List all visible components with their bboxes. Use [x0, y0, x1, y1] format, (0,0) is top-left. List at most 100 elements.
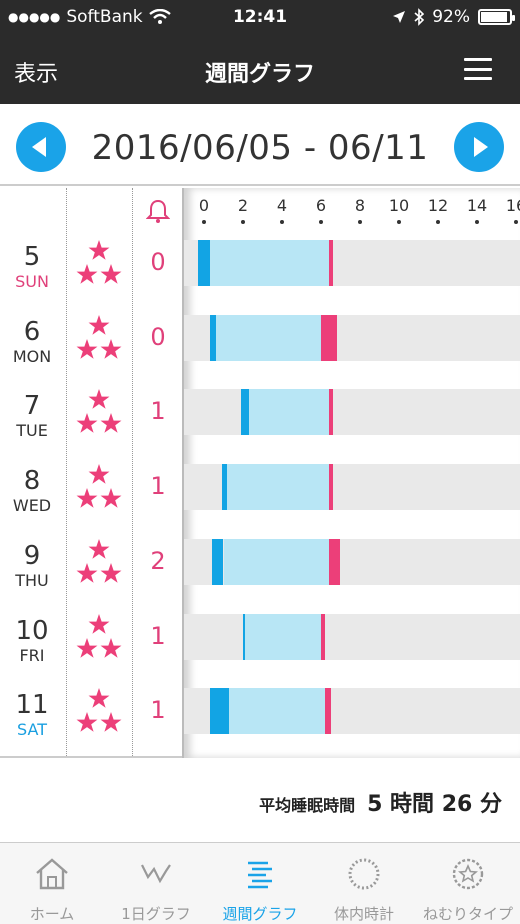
rating-stars-icon	[76, 389, 122, 433]
axis-tick-dot	[358, 220, 362, 224]
axis-tick-label: 4	[276, 196, 288, 215]
sleep-graph: 0 2 4 6 8 10 12 14 16	[182, 188, 520, 758]
next-week-button[interactable]	[454, 122, 504, 172]
sleep-segment-pink	[328, 464, 333, 510]
day-row: 8 WED 1	[0, 464, 182, 539]
location-arrow-icon	[393, 11, 406, 23]
page-title: 週間グラフ	[204, 62, 315, 87]
sleep-bar-track[interactable]	[184, 389, 520, 435]
sleep-bar-track[interactable]	[184, 688, 520, 734]
display-button[interactable]: 表示	[14, 62, 59, 87]
tab-home-label: ホーム	[29, 905, 75, 923]
axis-tick-dot	[280, 220, 284, 224]
sleep-segment-light	[215, 315, 321, 361]
wifi-icon	[148, 9, 171, 24]
weekday-label: SAT	[17, 720, 47, 739]
rating-stars-icon	[76, 240, 122, 284]
day-row: 5 SUN 0	[0, 240, 182, 315]
day-number: 10	[15, 616, 49, 646]
tab-sleep-type-label: ねむりタイプ	[422, 905, 513, 923]
axis-tick-dot	[397, 220, 401, 224]
sleep-segment-blue	[198, 240, 210, 286]
rating-stars-icon	[76, 614, 122, 658]
alarm-count: 1	[150, 622, 166, 650]
axis-tick-dot	[475, 220, 479, 224]
sleep-bar-track[interactable]	[184, 240, 520, 286]
signal-strength-icon: ●●●●●	[8, 10, 61, 24]
daily-graph-icon	[141, 864, 171, 884]
weekday-label: FRI	[19, 646, 45, 665]
axis-tick-label: 16	[505, 196, 520, 215]
battery-percent: 92%	[432, 7, 470, 27]
tab-bar: ホーム 1日グラフ 週間グラフ 体内時計 ねむりタイプ	[0, 842, 520, 924]
sleep-segment-pink	[328, 539, 341, 585]
sleep-segment-pink	[328, 240, 333, 286]
tab-body-clock[interactable]: 体内時計	[312, 843, 416, 924]
hamburger-menu-icon[interactable]	[464, 58, 492, 80]
average-sleep-value: 5 時間 26 分	[367, 792, 502, 817]
axis-tick-dot	[319, 220, 323, 224]
axis-tick-label: 14	[466, 196, 488, 215]
day-number: 6	[23, 317, 41, 347]
alarm-count: 0	[150, 323, 166, 351]
axis-tick-label: 12	[427, 196, 449, 215]
day-number: 11	[15, 690, 49, 720]
sleep-segment-pink	[321, 614, 325, 660]
tab-body-clock-label: 体内時計	[333, 905, 394, 923]
sleep-segment-blue	[241, 389, 249, 435]
axis-tick-label: 8	[354, 196, 366, 215]
axis-tick-dot	[241, 220, 245, 224]
tab-daily-graph[interactable]: 1日グラフ	[104, 843, 208, 924]
sleep-segment-light	[248, 389, 329, 435]
weekday-label: THU	[15, 571, 49, 590]
sleep-segment-blue	[243, 614, 245, 660]
weekly-graph-icon	[248, 861, 272, 889]
tab-weekly-graph[interactable]: 週間グラフ	[208, 843, 312, 924]
axis-tick-label: 10	[388, 196, 410, 215]
tab-home[interactable]: ホーム	[0, 843, 104, 924]
previous-week-button[interactable]	[16, 122, 66, 172]
column-divider	[132, 188, 133, 756]
sleep-segment-light	[223, 539, 329, 585]
axis-tick-dot	[202, 220, 206, 224]
date-range-label: 2016/06/05 - 06/11	[91, 128, 429, 168]
weekday-label: WED	[12, 496, 52, 515]
day-number: 8	[23, 466, 41, 496]
axis-tick-label: 6	[315, 196, 327, 215]
sleep-segment-blue	[209, 315, 216, 361]
weekday-label: TUE	[16, 421, 48, 440]
sleep-segment-pink	[328, 389, 333, 435]
sleep-segment-light	[227, 464, 329, 510]
sleep-segment-blue	[221, 464, 228, 510]
alarm-count: 1	[150, 696, 166, 724]
alarm-count: 1	[150, 397, 166, 425]
sleep-bar-track[interactable]	[184, 539, 520, 585]
triangle-left-icon	[32, 137, 46, 157]
carrier-label: SoftBank	[66, 7, 143, 27]
status-left: ●●●●● SoftBank	[8, 7, 171, 27]
weekday-label: SUN	[15, 272, 49, 291]
alarm-bell-icon	[146, 199, 170, 223]
status-bar: ●●●●● SoftBank 12:41 92%	[0, 0, 520, 36]
sleep-bar-track[interactable]	[184, 315, 520, 361]
sleep-segment-blue	[211, 539, 224, 585]
average-sleep: 平均睡眠時間 5 時間 26 分	[259, 786, 502, 818]
day-number: 7	[23, 391, 41, 421]
home-icon	[36, 858, 68, 890]
day-row: 6 MON 0	[0, 315, 182, 390]
sleep-segment-light	[209, 240, 329, 286]
tab-sleep-type[interactable]: ねむりタイプ	[416, 843, 520, 924]
rating-stars-icon	[76, 539, 122, 583]
alarm-count: 1	[150, 472, 166, 500]
status-right: 92%	[392, 7, 515, 27]
battery-icon	[478, 9, 515, 25]
tab-daily-graph-label: 1日グラフ	[121, 905, 191, 923]
bluetooth-icon	[414, 8, 425, 26]
sleep-type-icon	[452, 858, 484, 890]
sleep-bar-track[interactable]	[184, 464, 520, 510]
column-divider	[66, 188, 67, 756]
day-row: 11 SAT 1	[0, 688, 182, 763]
sleep-bar-track[interactable]	[184, 614, 520, 660]
rating-stars-icon	[76, 315, 122, 359]
